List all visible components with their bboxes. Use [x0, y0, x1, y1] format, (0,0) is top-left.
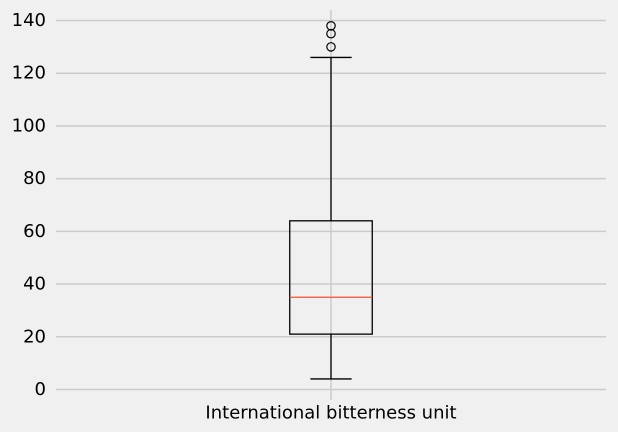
- outlier-point: [326, 21, 336, 31]
- y-tick-label: 20: [23, 326, 46, 347]
- x-tick-labels: International bitterness unit: [205, 403, 456, 424]
- box-layer: [289, 21, 373, 380]
- y-tick-labels: 0 20 40 60 80 100 120 140: [12, 10, 46, 400]
- outlier-point: [326, 42, 336, 52]
- y-tick-label: 80: [23, 168, 46, 189]
- y-tick-label: 40: [23, 274, 46, 295]
- x-tick-label: International bitterness unit: [205, 403, 456, 424]
- iqr-box: [289, 220, 373, 335]
- y-tick-label: 100: [12, 115, 46, 136]
- y-tick-label: 0: [35, 379, 46, 400]
- y-tick-label: 140: [12, 10, 46, 31]
- y-tick-label: 60: [23, 221, 46, 242]
- y-tick-label: 120: [12, 63, 46, 84]
